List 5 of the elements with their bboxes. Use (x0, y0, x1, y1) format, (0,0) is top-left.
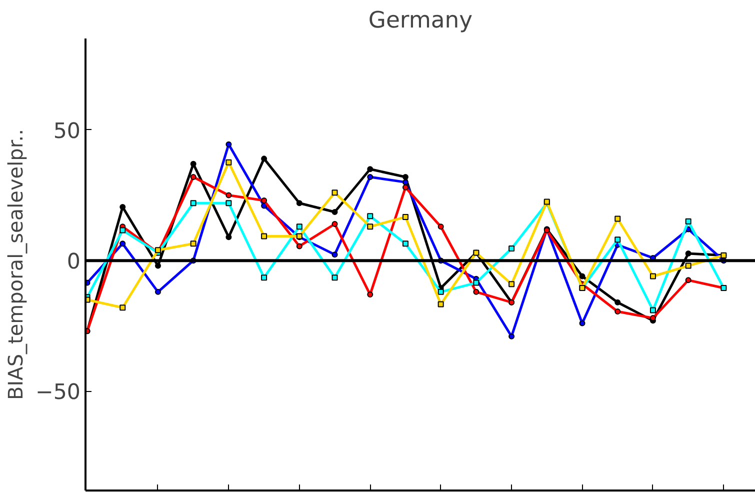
y-tick-label: −50 (35, 380, 81, 406)
y-tick-label: 50 (53, 118, 80, 144)
chart-title: Germany (368, 8, 473, 34)
y-axis-title: BIAS_temporal_sealevelpr.. (3, 129, 28, 400)
y-tick-label: 0 (66, 250, 81, 275)
